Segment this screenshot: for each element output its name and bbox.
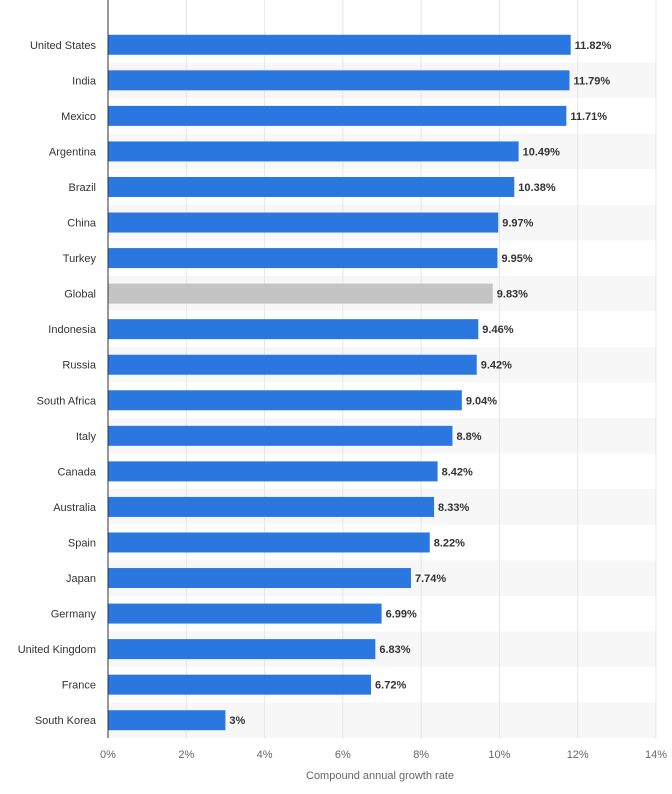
value-label-spain: 8.22% xyxy=(434,537,465,549)
value-label-japan: 7.74% xyxy=(415,573,446,585)
value-label-china: 9.97% xyxy=(502,218,533,230)
bar-russia[interactable] xyxy=(108,354,477,375)
bar-germany[interactable] xyxy=(108,603,382,624)
x-tick-label: 10% xyxy=(488,749,510,761)
x-tick-label: 2% xyxy=(178,749,194,761)
bar-india[interactable] xyxy=(108,70,570,91)
bar-brazil[interactable] xyxy=(108,176,515,197)
bar-japan[interactable] xyxy=(108,568,411,589)
value-label-canada: 8.42% xyxy=(442,466,473,478)
value-labels: 11.82% 11.79% 11.71% 10.49% 10.38% 9.97% 9.95%… xyxy=(229,40,611,727)
bar-indonesia[interactable] xyxy=(108,319,479,340)
category-label-germany: Germany xyxy=(51,609,97,621)
value-label-argentina: 10.49% xyxy=(523,146,561,158)
category-label-spain: Spain xyxy=(68,537,96,549)
bar-turkey[interactable] xyxy=(108,248,498,269)
category-label-france: France xyxy=(62,680,96,692)
value-label-united-kingdom: 6.83% xyxy=(379,644,410,656)
category-label-mexico: Mexico xyxy=(61,111,96,123)
category-label-argentina: Argentina xyxy=(49,146,97,158)
bar-global[interactable] xyxy=(108,283,493,304)
value-label-south-korea: 3% xyxy=(229,715,245,727)
value-label-united-states: 11.82% xyxy=(575,40,612,52)
value-label-turkey: 9.95% xyxy=(501,253,532,265)
x-axis-ticks: 0% 2% 4% 6% 8% 10% 12% 14% xyxy=(100,749,667,761)
category-label-russia: Russia xyxy=(62,360,97,372)
category-label-india: India xyxy=(72,75,97,87)
category-label-united-states: United States xyxy=(30,40,97,52)
value-label-australia: 8.33% xyxy=(438,502,469,514)
x-tick-label: 0% xyxy=(100,749,116,761)
category-label-brazil: Brazil xyxy=(68,182,96,194)
category-labels: United States India Mexico Argentina Brazil C… xyxy=(18,40,97,727)
x-tick-label: 4% xyxy=(257,749,273,761)
value-label-russia: 9.42% xyxy=(481,360,512,372)
category-label-japan: Japan xyxy=(66,573,96,585)
x-axis-title: Compound annual growth rate xyxy=(306,770,454,782)
category-label-italy: Italy xyxy=(76,431,97,443)
category-label-indonesia: Indonesia xyxy=(48,324,97,336)
x-tick-label: 14% xyxy=(645,749,667,761)
category-label-south-africa: South Africa xyxy=(37,395,97,407)
category-label-global: Global xyxy=(64,289,96,301)
category-label-united-kingdom: United Kingdom xyxy=(18,644,96,656)
value-label-germany: 6.99% xyxy=(386,609,417,621)
value-label-italy: 8.8% xyxy=(456,431,481,443)
bar-south-africa[interactable] xyxy=(108,390,462,411)
category-label-china: China xyxy=(67,218,97,230)
value-label-france: 6.72% xyxy=(375,680,406,692)
x-tick-label: 12% xyxy=(567,749,589,761)
x-tick-label: 8% xyxy=(413,749,429,761)
bar-australia[interactable] xyxy=(108,496,435,517)
value-label-south-africa: 9.04% xyxy=(466,395,497,407)
bar-united-states[interactable] xyxy=(108,34,571,55)
value-label-global: 9.83% xyxy=(497,289,528,301)
bar-south-korea[interactable] xyxy=(108,710,226,731)
bar-china[interactable] xyxy=(108,212,499,233)
bar-france[interactable] xyxy=(108,674,372,695)
value-label-mexico: 11.71% xyxy=(570,111,607,123)
bar-canada[interactable] xyxy=(108,461,438,482)
x-tick-label: 6% xyxy=(335,749,351,761)
bar-spain[interactable] xyxy=(108,532,430,553)
value-label-brazil: 10.38% xyxy=(518,182,556,194)
value-label-india: 11.79% xyxy=(573,75,610,87)
bar-argentina[interactable] xyxy=(108,141,519,162)
category-label-australia: Australia xyxy=(53,502,97,514)
bars xyxy=(108,34,571,731)
value-label-indonesia: 9.46% xyxy=(482,324,513,336)
bar-mexico[interactable] xyxy=(108,105,567,126)
category-label-turkey: Turkey xyxy=(63,253,97,265)
category-label-canada: Canada xyxy=(57,466,96,478)
category-label-south-korea: South Korea xyxy=(35,715,97,727)
bar-united-kingdom[interactable] xyxy=(108,639,376,660)
bar-italy[interactable] xyxy=(108,425,453,446)
